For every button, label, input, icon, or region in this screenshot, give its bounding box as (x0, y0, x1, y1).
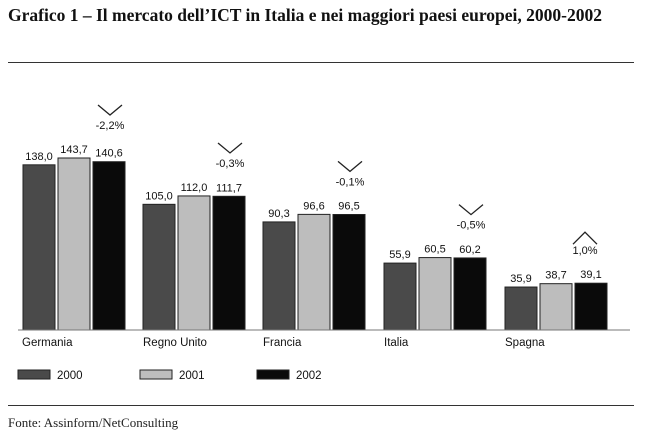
chevron-down-icon-regno-unito (217, 142, 243, 154)
data-label-regno-unito-2000: 105,0 (145, 190, 173, 202)
x-tick-label-italia: Italia (384, 337, 409, 349)
data-label-spagna-2002: 39,1 (580, 269, 601, 281)
legend-swatch-2002 (256, 369, 290, 380)
change-annotation-germania: -2,2% (96, 120, 125, 132)
change-annotation-italia: -0,5% (457, 220, 486, 232)
chevron-down-icon-germania (97, 104, 123, 116)
bar-francia-2001 (297, 213, 331, 331)
bar-germania-2000 (22, 164, 56, 331)
chevron-up-icon-spagna (572, 231, 598, 245)
bar-spagna-2000 (504, 286, 538, 331)
change-annotation-regno-unito: -0,3% (216, 158, 245, 170)
data-label-francia-2002: 96,5 (338, 200, 359, 212)
x-tick-label-francia: Francia (263, 337, 302, 349)
bar-francia-2000 (262, 221, 296, 331)
bar-italia-2000 (383, 262, 417, 331)
x-tick-label-spagna: Spagna (505, 337, 545, 349)
data-label-francia-2000: 90,3 (268, 208, 289, 220)
data-label-germania-2002: 140,6 (95, 148, 123, 160)
data-label-spagna-2000: 35,9 (510, 273, 531, 285)
bar-regno-unito-2000 (142, 203, 176, 331)
data-label-francia-2001: 96,6 (303, 200, 324, 212)
bar-francia-2002 (332, 213, 366, 331)
source-note: Fonte: Assinform/NetConsulting (8, 415, 179, 430)
legend-swatch-2000 (17, 369, 51, 380)
bar-regno-unito-2002 (212, 195, 246, 331)
bar-germania-2001 (57, 157, 91, 331)
title-divider (8, 62, 634, 63)
bar-italia-2001 (418, 257, 452, 331)
x-tick-label-regno-unito: Regno Unito (143, 337, 207, 349)
data-label-germania-2001: 143,7 (60, 144, 88, 156)
data-label-spagna-2001: 38,7 (545, 270, 566, 282)
bar-germania-2002 (92, 161, 126, 331)
data-label-regno-unito-2001: 112,0 (181, 182, 208, 194)
bar-italia-2002 (453, 257, 487, 331)
legend-label-2002: 2002 (296, 370, 322, 382)
bar-regno-unito-2001 (177, 195, 211, 331)
bar-spagna-2002 (574, 282, 608, 331)
data-label-regno-unito-2002: 111,7 (216, 182, 242, 194)
chart-title: Grafico 1 – Il mercato dell’ICT in Itali… (8, 5, 602, 25)
data-label-germania-2000: 138,0 (25, 151, 53, 163)
labels-layer: 138,0 143,7 140,6 Germania -2,2% 105,0 112,0 11… (17, 104, 602, 382)
legend-swatch-2001 (139, 369, 173, 380)
bars-layer (22, 157, 608, 331)
legend-label-2000: 2000 (57, 370, 83, 382)
x-tick-label-germania: Germania (22, 337, 73, 349)
change-annotation-francia: -0,1% (336, 176, 365, 188)
legend-label-2001: 2001 (179, 370, 205, 382)
bar-spagna-2001 (539, 283, 573, 331)
change-annotation-spagna: 1,0% (572, 245, 597, 257)
footer-divider (8, 405, 634, 406)
data-label-italia-2001: 60,5 (424, 244, 445, 256)
chevron-down-icon-italia (458, 204, 484, 216)
data-label-italia-2000: 55,9 (389, 249, 410, 261)
chevron-down-icon-francia (337, 160, 363, 173)
bar-chart: 138,0 143,7 140,6 Germania -2,2% 105,0 112,0 11… (17, 104, 630, 382)
data-label-italia-2002: 60,2 (459, 244, 480, 256)
